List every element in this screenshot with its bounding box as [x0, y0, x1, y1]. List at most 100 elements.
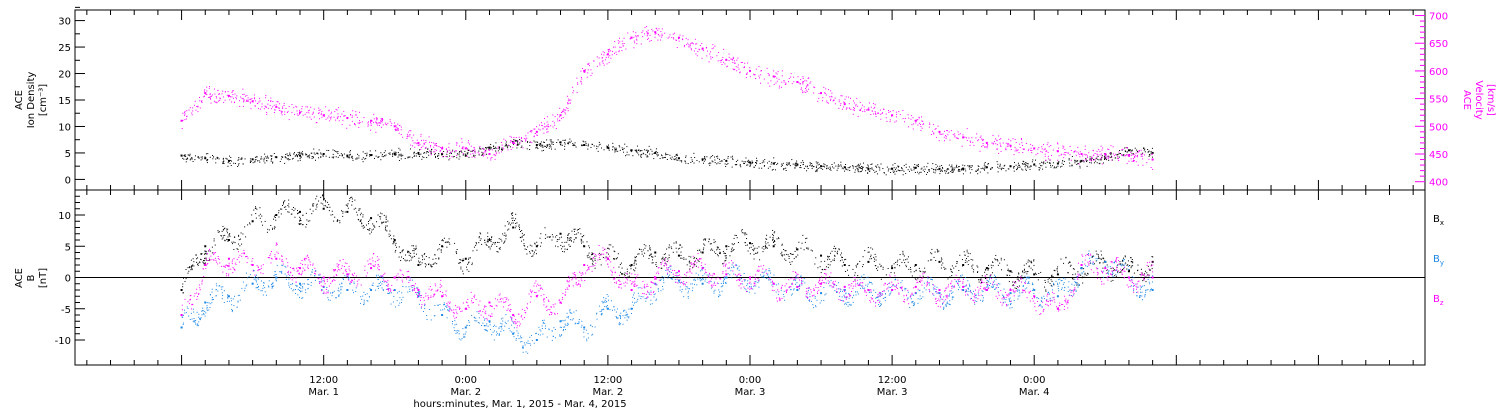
top-series-1-dot [1087, 155, 1089, 157]
top-series-1-dot [1107, 158, 1109, 160]
top-series-1-dot [455, 150, 457, 152]
bottom-series-Bx-dot [732, 244, 734, 246]
top-series-1-dot [705, 47, 707, 49]
top-series-0-dot [1074, 159, 1076, 161]
bottom-series-Bx-dot [834, 250, 836, 252]
top-series-0-dot [951, 168, 953, 170]
top-series-1-dot [864, 111, 866, 113]
top-series-1-dot [612, 50, 614, 52]
top-series-1-dot [441, 146, 443, 148]
bottom-series-By-point-1 [204, 301, 207, 304]
top-series-0-dot [794, 162, 796, 164]
top-series-0-dot [976, 169, 978, 171]
bottom-series-Bx-dot [726, 248, 728, 250]
bottom-series-Bx-dot [1009, 274, 1011, 276]
top-series-0-dot [380, 159, 382, 161]
bottom-series-Bx-dot [385, 215, 387, 217]
bottom-series-Bx-dot [234, 242, 236, 244]
bottom-series-Bx-dot [274, 228, 276, 230]
top-series-1-dot [737, 64, 739, 66]
bottom-series-By-dot [301, 290, 303, 292]
top-series-0-dot [819, 167, 821, 169]
top-series-0-dot [787, 163, 789, 165]
bottom-series-Bx-dot [935, 260, 937, 262]
bottom-series-By-point-23 [725, 276, 728, 279]
top-series-1-dot [552, 126, 554, 128]
bottom-series-Bx-dot [668, 257, 670, 259]
top-series-1-dot [373, 118, 375, 120]
top-series-1-dot [407, 135, 409, 137]
bottom-series-Bx-dot [971, 265, 973, 267]
bottom-series-Bx-dot [1126, 264, 1128, 266]
bottom-series-Bx-dot [607, 253, 609, 255]
top-series-1-dot [760, 82, 762, 84]
bottom-series-Bx-dot [505, 235, 507, 237]
bottom-series-Bx-dot [997, 260, 999, 262]
top-series-1-dot [204, 89, 206, 91]
top-series-1-dot [839, 104, 841, 106]
bottom-series-Bx-dot [648, 245, 650, 247]
bottom-series-Bx-dot [204, 250, 206, 252]
bottom-series-Bx-dot [240, 232, 242, 234]
top-series-0-dot [1089, 162, 1091, 164]
bottom-series-Bx-dot [891, 264, 893, 266]
top-series-1-dot [870, 106, 872, 108]
top-series-0-dot [380, 152, 382, 154]
top-series-0-dot [648, 150, 650, 152]
top-series-0-dot [708, 163, 710, 165]
bottom-series-Bx-dot [1116, 276, 1118, 278]
top-series-1-dot [707, 50, 709, 52]
bottom-series-By-dot [1092, 263, 1094, 265]
top-series-1-dot [1140, 155, 1142, 157]
top-series-1-dot [253, 97, 255, 99]
top-series-0-dot [900, 170, 902, 172]
bottom-series-Bx-dot [618, 266, 620, 268]
bottom-series-Bx-dot [392, 241, 394, 243]
top-series-0-dot [845, 164, 847, 166]
top-series-1-dot [445, 148, 447, 150]
top-series-0-dot [556, 141, 558, 143]
bottom-series-Bx-dot [372, 223, 374, 225]
top-series-0-dot [940, 170, 942, 172]
top-series-0-dot [1035, 159, 1036, 161]
top-series-1-dot [1008, 138, 1010, 140]
top-series-0-dot [890, 171, 892, 173]
top-series-0-dot [481, 151, 483, 153]
top-series-1-dot [623, 37, 625, 39]
top-series-1-dot [477, 151, 479, 153]
top-series-1-point-15 [535, 130, 538, 133]
top-series-1-dot [321, 116, 323, 118]
top-series-0-dot [626, 154, 628, 156]
top-series-1-dot [429, 141, 431, 143]
bottom-series-Bx-dot [511, 222, 513, 224]
bottom-series-By-dot [728, 267, 730, 269]
top-series-1-dot [495, 153, 497, 155]
bottom-series-Bx-dot [481, 243, 483, 245]
top-series-1-dot [601, 57, 603, 59]
top-series-1-dot [885, 113, 887, 115]
top-series-0-dot [735, 164, 737, 166]
top-series-1-dot [877, 112, 879, 114]
top-series-0-dot [724, 163, 726, 165]
bottom-series-Bx-dot [354, 199, 356, 201]
top-series-0-dot [1025, 162, 1027, 164]
top-series-1-dot [732, 56, 734, 58]
bottom-series-Bx-dot [648, 255, 650, 257]
bottom-series-Bx-dot [827, 255, 829, 257]
top-ytick-label-0: 0 [65, 175, 71, 186]
bottom-series-Bx-dot [313, 203, 315, 205]
bottom-series-Bx-dot [987, 269, 989, 271]
top-series-1-dot [434, 149, 436, 151]
top-series-1-dot [351, 115, 353, 117]
top-series-1-dot [1000, 146, 1002, 148]
top-series-0-dot [849, 167, 851, 169]
top-series-0-dot [1135, 149, 1137, 151]
top-series-1-dot [281, 114, 283, 116]
top-series-1-dot [1027, 150, 1029, 152]
top-series-0-dot [1079, 161, 1081, 163]
top-series-1-dot [617, 40, 619, 42]
bottom-series-Bx-dot [774, 244, 776, 246]
bottom-series-Bx-dot [951, 275, 953, 277]
top-series-0-dot [1077, 163, 1079, 165]
top-series-1-point-24 [749, 69, 751, 72]
